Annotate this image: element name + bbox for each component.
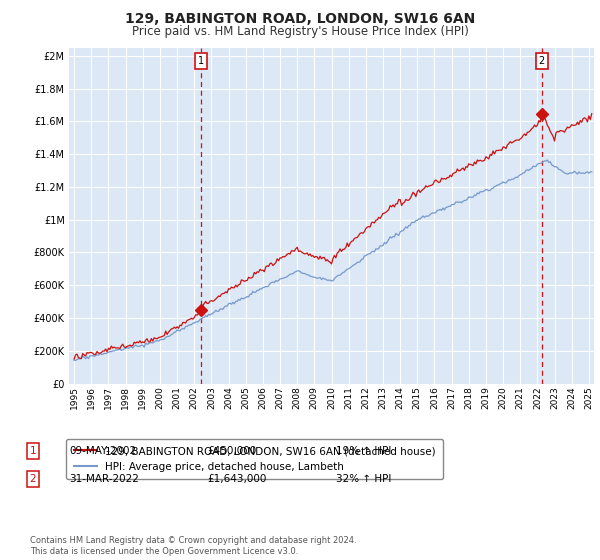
Text: 32% ↑ HPI: 32% ↑ HPI: [336, 474, 391, 484]
Text: £450,000: £450,000: [207, 446, 256, 456]
Text: £1,643,000: £1,643,000: [207, 474, 266, 484]
Text: 31-MAR-2022: 31-MAR-2022: [69, 474, 139, 484]
Text: 2: 2: [29, 474, 37, 484]
Text: 09-MAY-2002: 09-MAY-2002: [69, 446, 136, 456]
Text: 19% ↑ HPI: 19% ↑ HPI: [336, 446, 391, 456]
Text: 1: 1: [29, 446, 37, 456]
Text: 1: 1: [197, 56, 203, 66]
Text: Contains HM Land Registry data © Crown copyright and database right 2024.
This d: Contains HM Land Registry data © Crown c…: [30, 536, 356, 556]
Text: 129, BABINGTON ROAD, LONDON, SW16 6AN: 129, BABINGTON ROAD, LONDON, SW16 6AN: [125, 12, 475, 26]
Text: Price paid vs. HM Land Registry's House Price Index (HPI): Price paid vs. HM Land Registry's House …: [131, 25, 469, 38]
Legend: 129, BABINGTON ROAD, LONDON, SW16 6AN (detached house), HPI: Average price, deta: 129, BABINGTON ROAD, LONDON, SW16 6AN (d…: [67, 439, 443, 479]
Text: 2: 2: [539, 56, 545, 66]
